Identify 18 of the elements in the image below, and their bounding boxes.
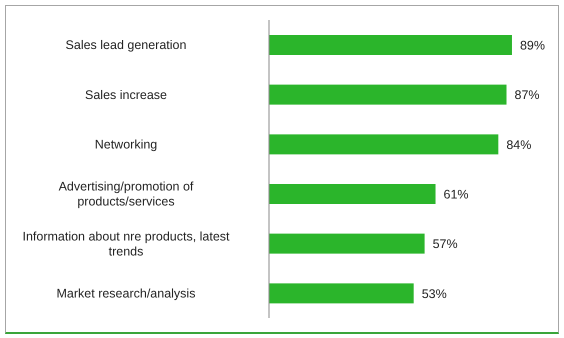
y-tick-label: Sales lead generation <box>66 38 186 52</box>
bar <box>269 184 436 204</box>
bar <box>269 283 414 304</box>
y-tick-label: Sales increase <box>85 88 168 102</box>
y-tick-label: Market research/analysis <box>56 286 196 301</box>
data-label: 84% <box>506 138 532 152</box>
y-tick-label: Advertising/promotion of products/services <box>58 180 194 209</box>
y-tick-label: Information about nre products, latest trends <box>22 229 230 258</box>
data-label: 53% <box>422 286 447 301</box>
bar <box>269 134 498 154</box>
data-label: 61% <box>444 187 469 202</box>
data-label: 57% <box>432 237 458 252</box>
data-label: 89% <box>520 38 545 52</box>
data-label: 87% <box>514 88 540 102</box>
y-tick-label: Networking <box>94 138 158 152</box>
bar <box>269 35 512 55</box>
bar <box>269 84 507 105</box>
bar <box>269 234 425 254</box>
